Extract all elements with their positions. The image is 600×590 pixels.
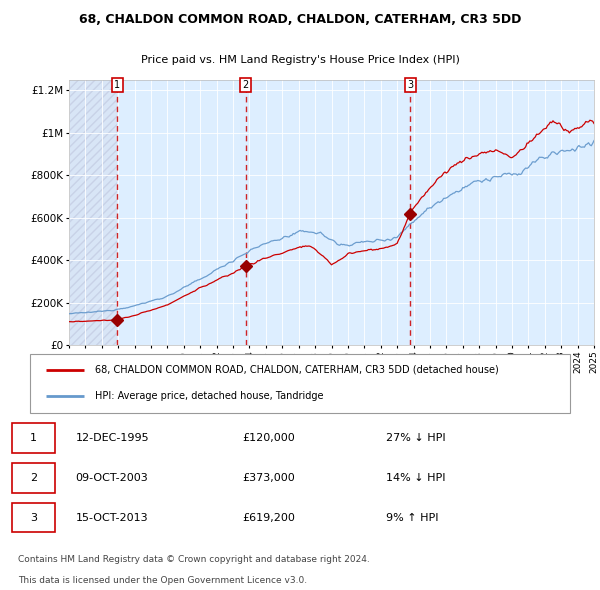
Text: 15-OCT-2013: 15-OCT-2013 [76, 513, 148, 523]
Text: £120,000: £120,000 [242, 433, 295, 443]
Bar [69, 80, 118, 345]
Text: 2: 2 [242, 80, 249, 90]
FancyBboxPatch shape [12, 424, 55, 453]
Text: Price paid vs. HM Land Registry's House Price Index (HPI): Price paid vs. HM Land Registry's House … [140, 55, 460, 65]
Text: 1: 1 [30, 433, 37, 443]
Text: 9% ↑ HPI: 9% ↑ HPI [386, 513, 439, 523]
Text: 14% ↓ HPI: 14% ↓ HPI [386, 473, 446, 483]
FancyBboxPatch shape [12, 503, 55, 532]
Text: 12-DEC-1995: 12-DEC-1995 [76, 433, 149, 443]
Text: 3: 3 [407, 80, 413, 90]
Text: HPI: Average price, detached house, Tandridge: HPI: Average price, detached house, Tand… [95, 392, 323, 401]
Text: 3: 3 [30, 513, 37, 523]
Text: 2: 2 [30, 473, 37, 483]
Text: 1: 1 [115, 80, 121, 90]
Text: 68, CHALDON COMMON ROAD, CHALDON, CATERHAM, CR3 5DD (detached house): 68, CHALDON COMMON ROAD, CHALDON, CATERH… [95, 365, 499, 375]
Text: 68, CHALDON COMMON ROAD, CHALDON, CATERHAM, CR3 5DD: 68, CHALDON COMMON ROAD, CHALDON, CATERH… [79, 14, 521, 27]
Text: 27% ↓ HPI: 27% ↓ HPI [386, 433, 446, 443]
FancyBboxPatch shape [12, 463, 55, 493]
FancyBboxPatch shape [30, 354, 570, 413]
Text: £619,200: £619,200 [242, 513, 295, 523]
Text: 09-OCT-2003: 09-OCT-2003 [76, 473, 148, 483]
Text: This data is licensed under the Open Government Licence v3.0.: This data is licensed under the Open Gov… [18, 576, 307, 585]
Text: Contains HM Land Registry data © Crown copyright and database right 2024.: Contains HM Land Registry data © Crown c… [18, 555, 370, 564]
Text: £373,000: £373,000 [242, 473, 295, 483]
